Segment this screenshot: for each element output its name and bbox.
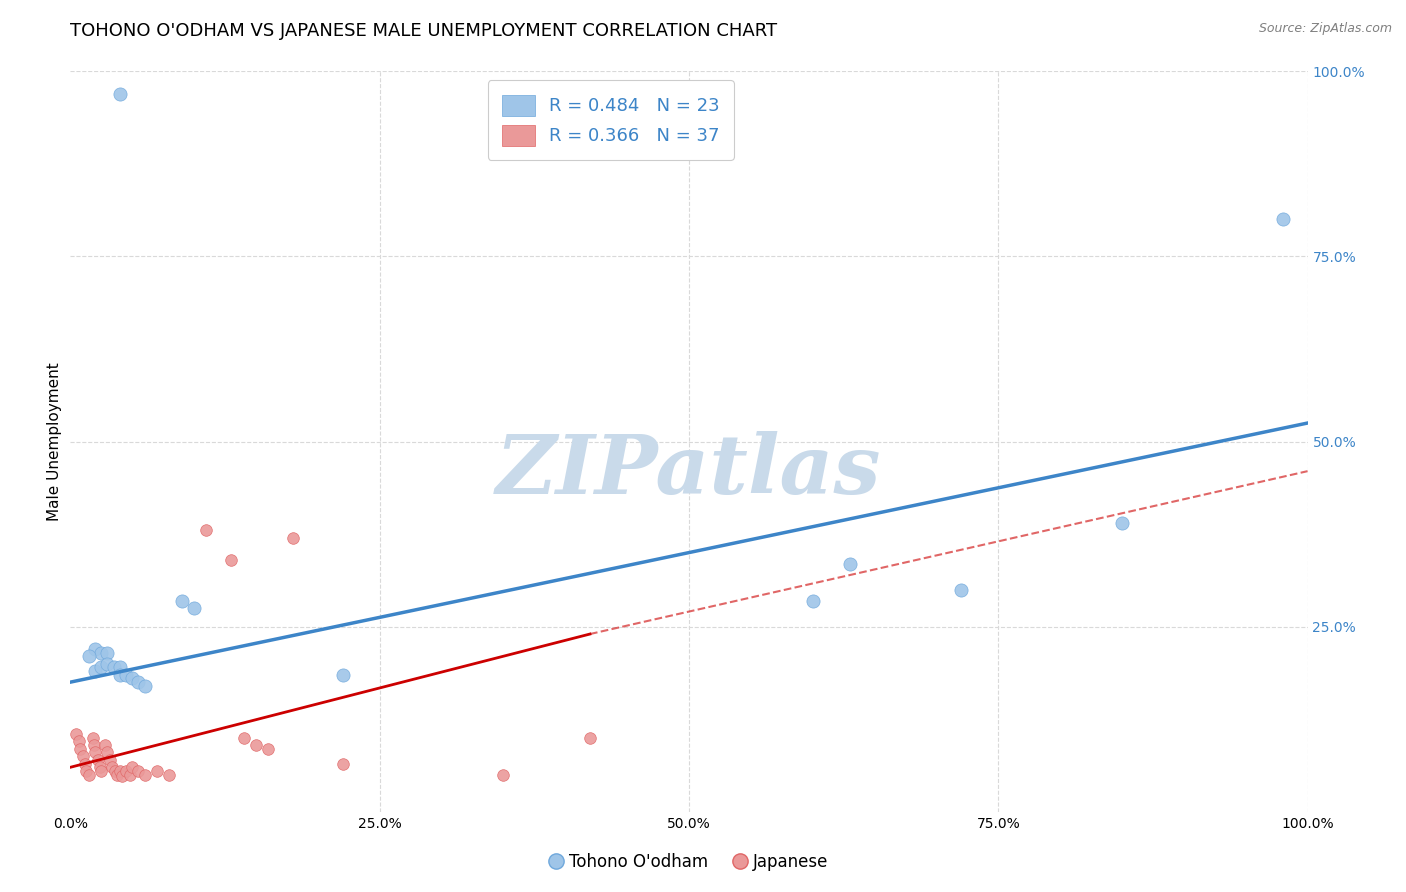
Point bbox=[108, 764, 131, 778]
Point bbox=[96, 657, 118, 671]
Text: ZIPatlas: ZIPatlas bbox=[496, 431, 882, 511]
Point bbox=[104, 764, 127, 778]
Point bbox=[108, 667, 131, 681]
Point bbox=[579, 731, 602, 745]
Legend: Tohono O'odham, Japanese: Tohono O'odham, Japanese bbox=[543, 847, 835, 878]
Point bbox=[134, 679, 156, 693]
Point bbox=[69, 741, 91, 756]
Point bbox=[127, 675, 149, 690]
Point bbox=[77, 649, 100, 664]
Point bbox=[84, 641, 107, 656]
Point bbox=[134, 767, 156, 781]
Point bbox=[98, 753, 121, 767]
Point bbox=[94, 738, 117, 752]
Point bbox=[332, 667, 354, 681]
Point bbox=[332, 756, 354, 771]
Point bbox=[232, 731, 254, 745]
Point bbox=[157, 767, 180, 781]
Point bbox=[86, 753, 108, 767]
Point bbox=[195, 524, 218, 538]
Point bbox=[170, 593, 193, 607]
Point bbox=[121, 672, 143, 686]
Point bbox=[83, 738, 105, 752]
Text: Source: ZipAtlas.com: Source: ZipAtlas.com bbox=[1258, 22, 1392, 36]
Point bbox=[257, 741, 280, 756]
Point bbox=[950, 582, 973, 597]
Point bbox=[90, 646, 112, 660]
Point bbox=[105, 767, 128, 781]
Point bbox=[84, 664, 107, 678]
Point bbox=[183, 601, 205, 615]
Point bbox=[89, 760, 111, 774]
Point bbox=[281, 531, 304, 545]
Point bbox=[115, 764, 138, 778]
Point bbox=[101, 760, 124, 774]
Point bbox=[118, 767, 141, 781]
Point bbox=[96, 646, 118, 660]
Point bbox=[75, 764, 97, 778]
Point bbox=[115, 667, 138, 681]
Point bbox=[219, 553, 242, 567]
Point bbox=[108, 660, 131, 674]
Text: TOHONO O'ODHAM VS JAPANESE MALE UNEMPLOYMENT CORRELATION CHART: TOHONO O'ODHAM VS JAPANESE MALE UNEMPLOY… bbox=[70, 22, 778, 40]
Point bbox=[75, 756, 97, 771]
Point bbox=[1111, 516, 1133, 530]
Point bbox=[111, 769, 134, 783]
Y-axis label: Male Unemployment: Male Unemployment bbox=[46, 362, 62, 521]
Point bbox=[492, 767, 515, 781]
Point bbox=[96, 746, 118, 760]
Point bbox=[838, 557, 860, 571]
Point bbox=[121, 760, 143, 774]
Point bbox=[90, 764, 112, 778]
Point bbox=[77, 767, 100, 781]
Point bbox=[245, 738, 267, 752]
Point bbox=[67, 734, 90, 748]
Point bbox=[90, 660, 112, 674]
Point bbox=[127, 764, 149, 778]
Point bbox=[72, 749, 94, 764]
Point bbox=[146, 764, 169, 778]
Point bbox=[82, 731, 104, 745]
Point bbox=[108, 87, 131, 101]
Point bbox=[103, 660, 125, 674]
Point bbox=[1271, 212, 1294, 227]
Point bbox=[65, 727, 87, 741]
Point bbox=[84, 746, 107, 760]
Point bbox=[801, 593, 824, 607]
